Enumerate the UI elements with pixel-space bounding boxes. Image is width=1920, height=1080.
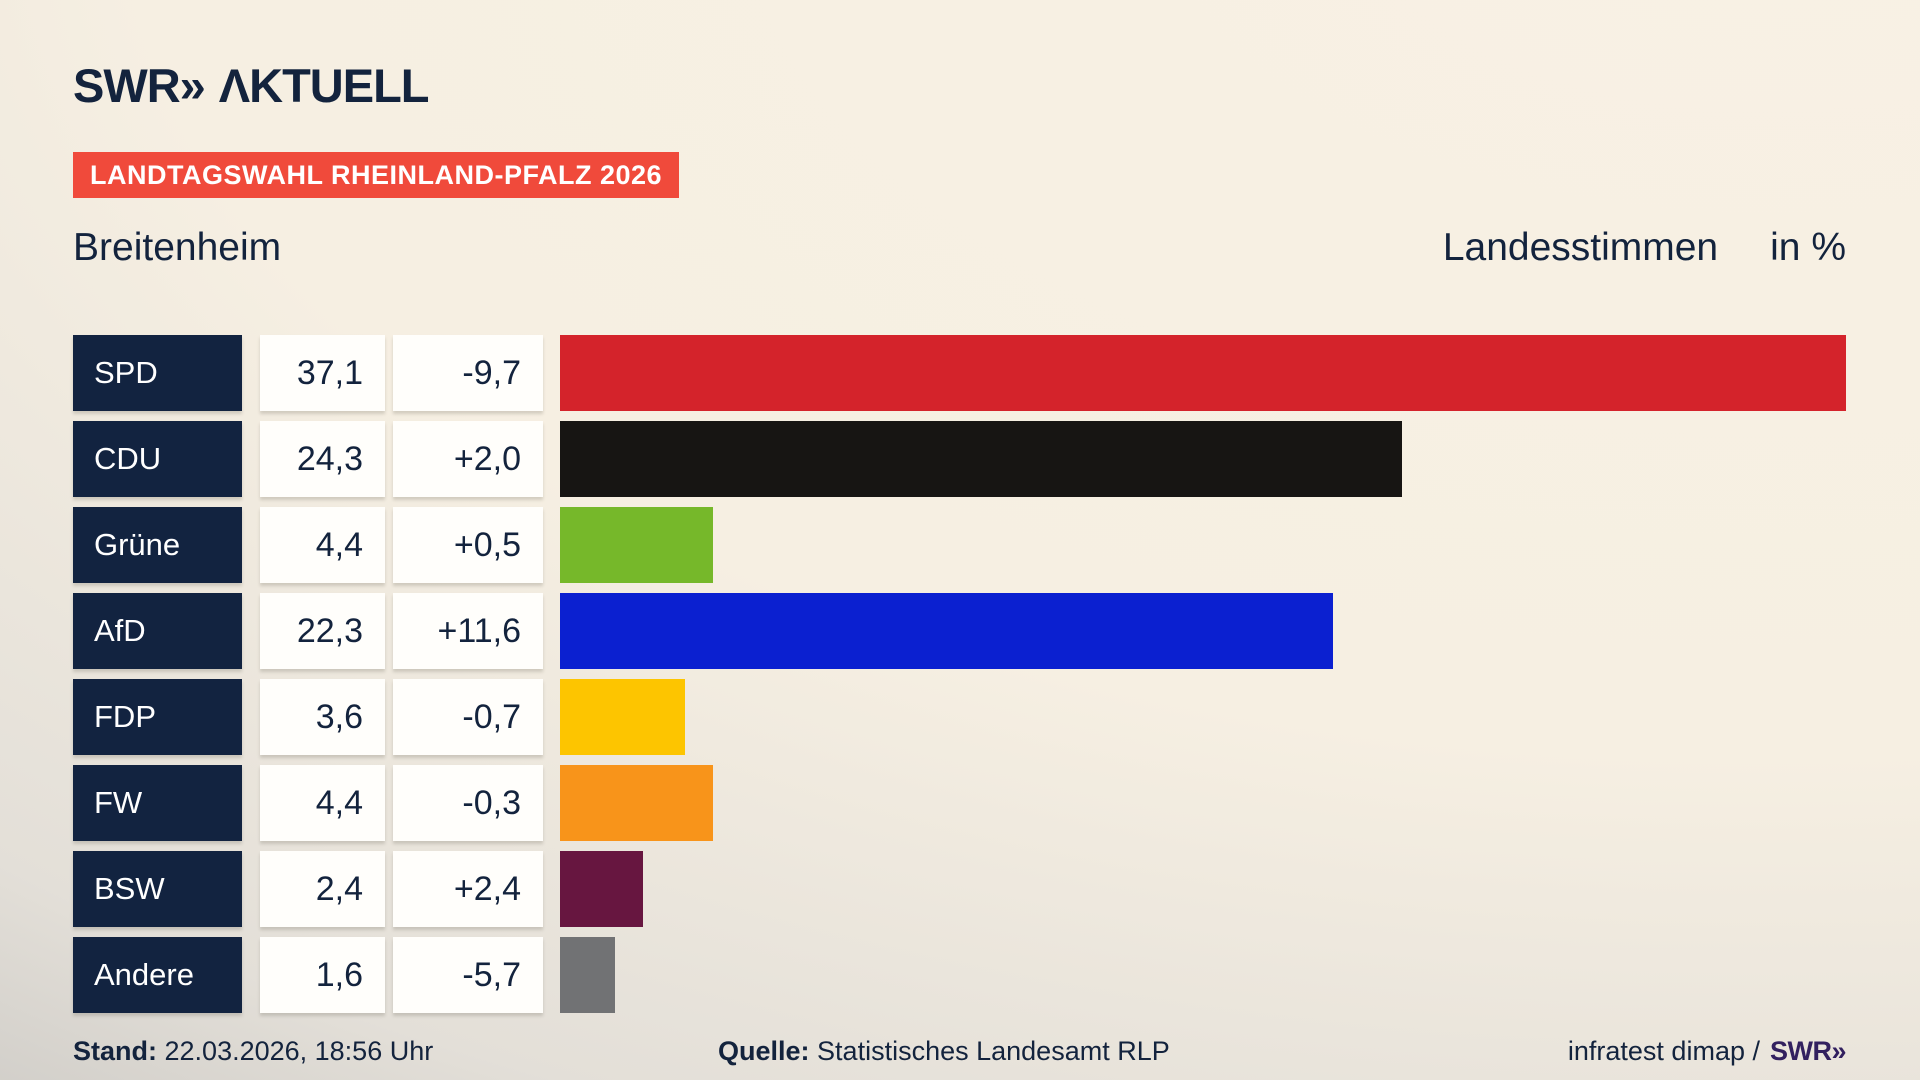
party-bar: [560, 421, 1403, 497]
party-bar: [560, 851, 644, 927]
bar-track: [560, 507, 1846, 583]
municipality-title: Breitenheim: [73, 226, 282, 269]
aktuell-logo-text: ΛKTUELL: [218, 59, 430, 112]
credit-note: infratest dimap / SWR»: [1567, 1036, 1847, 1067]
party-row-fw: FW 4,4 -0,3: [73, 765, 1846, 841]
party-change: +0,5: [393, 507, 543, 583]
stand-value: 22.03.2026, 18:56 Uhr: [164, 1036, 434, 1066]
stand-timestamp: Stand: 22.03.2026, 18:56 Uhr: [73, 1036, 433, 1067]
bar-track: [560, 421, 1846, 497]
bar-track: [560, 679, 1846, 755]
party-change: -5,7: [393, 937, 543, 1013]
party-value: 1,6: [260, 937, 385, 1013]
party-bar: [560, 937, 616, 1013]
party-label: Andere: [73, 937, 242, 1013]
party-value: 2,4: [260, 851, 385, 927]
party-bar: [560, 335, 1846, 411]
party-label: FDP: [73, 679, 242, 755]
stand-label: Stand:: [73, 1036, 157, 1066]
party-label: BSW: [73, 851, 242, 927]
vote-type-label: Landesstimmen: [1442, 226, 1719, 269]
party-change: -0,3: [393, 765, 543, 841]
party-bar: [560, 679, 685, 755]
election-badge: LANDTAGSWAHL RHEINLAND-PFALZ 2026: [73, 152, 680, 198]
party-row-andere: Andere 1,6 -5,7: [73, 937, 1846, 1013]
bar-track: [560, 851, 1846, 927]
party-change: +11,6: [393, 593, 543, 669]
swr-aktuell-logo: SWR» ΛKTUELL: [73, 58, 430, 113]
party-row-fdp: FDP 3,6 -0,7: [73, 679, 1846, 755]
swr-logo-text: SWR»: [73, 59, 206, 112]
party-change: +2,4: [393, 851, 543, 927]
party-value: 22,3: [260, 593, 385, 669]
party-label: CDU: [73, 421, 242, 497]
bar-track: [560, 593, 1846, 669]
source-note: Quelle: Statistisches Landesamt RLP: [718, 1036, 1170, 1067]
party-value: 4,4: [260, 765, 385, 841]
bar-track: [560, 765, 1846, 841]
party-label: FW: [73, 765, 242, 841]
party-value: 3,6: [260, 679, 385, 755]
quelle-value: Statistisches Landesamt RLP: [817, 1036, 1170, 1066]
party-label: SPD: [73, 335, 242, 411]
party-row-bsw: BSW 2,4 +2,4: [73, 851, 1846, 927]
party-value: 37,1: [260, 335, 385, 411]
credit-text: infratest dimap /: [1567, 1036, 1760, 1066]
party-value: 24,3: [260, 421, 385, 497]
party-row-cdu: CDU 24,3 +2,0: [73, 421, 1846, 497]
party-label: Grüne: [73, 507, 242, 583]
swr-credit-logo: SWR»: [1769, 1036, 1847, 1066]
party-row-afd: AfD 22,3 +11,6: [73, 593, 1846, 669]
party-bar: [560, 507, 713, 583]
bar-track: [560, 335, 1846, 411]
party-change: -9,7: [393, 335, 543, 411]
results-chart: SPD 37,1 -9,7 CDU 24,3 +2,0 Grüne 4,4 +0…: [73, 335, 1846, 1023]
party-change: +2,0: [393, 421, 543, 497]
bar-track: [560, 937, 1846, 1013]
party-row-spd: SPD 37,1 -9,7: [73, 335, 1846, 411]
party-label: AfD: [73, 593, 242, 669]
vote-type-title: Landesstimmen in %: [1443, 226, 1846, 270]
quelle-label: Quelle:: [718, 1036, 810, 1066]
party-change: -0,7: [393, 679, 543, 755]
party-bar: [560, 765, 713, 841]
party-bar: [560, 593, 1333, 669]
party-value: 4,4: [260, 507, 385, 583]
party-row-gruene: Grüne 4,4 +0,5: [73, 507, 1846, 583]
unit-label: in %: [1770, 226, 1846, 269]
